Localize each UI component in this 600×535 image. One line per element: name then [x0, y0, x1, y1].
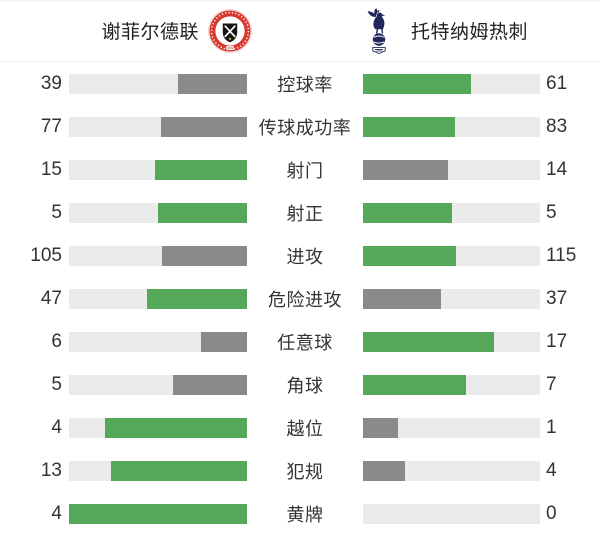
home-bar-fill — [104, 417, 247, 438]
stat-row-free-kicks: 6 任意球 17 — [0, 320, 600, 363]
home-bar-fill — [177, 73, 247, 94]
stat-row-pass-success-rate: 77 传球成功率 83 — [0, 105, 600, 148]
stat-row-shots-on-target: 5 射正 5 — [0, 191, 600, 234]
home-bar-fill — [200, 331, 247, 352]
home-team: 谢菲尔德联 1889 — [0, 0, 300, 61]
stat-row-possession: 39 控球率 61 — [0, 62, 600, 105]
home-value: 15 — [40, 158, 62, 180]
away-value: 7 — [546, 373, 557, 395]
away-bar-track — [363, 417, 540, 438]
stat-label: 越位 — [286, 418, 324, 439]
home-bar-track — [69, 245, 247, 266]
away-bar-track — [363, 73, 540, 94]
stat-row-shots: 15 射门 14 — [0, 148, 600, 191]
home-bar-track — [69, 417, 247, 438]
stat-label: 犯规 — [286, 461, 324, 482]
away-bar-fill — [363, 331, 494, 352]
home-team-name: 谢菲尔德联 — [101, 22, 199, 43]
away-team-name: 托特纳姆热刺 — [411, 22, 529, 43]
away-bar-fill — [363, 73, 471, 94]
away-bar-track — [363, 116, 540, 137]
home-bar-fill — [162, 245, 247, 266]
home-bar-track — [69, 288, 247, 309]
home-bar-track — [69, 503, 247, 524]
home-bar-fill — [147, 288, 247, 309]
tottenham-hotspur-crest-icon — [360, 7, 398, 54]
away-value: 37 — [546, 287, 568, 309]
home-value: 105 — [30, 244, 62, 266]
stat-label: 黄牌 — [286, 504, 324, 525]
away-bar-fill — [363, 288, 441, 309]
away-bar-fill — [363, 116, 455, 137]
stat-label: 危险进攻 — [268, 289, 342, 310]
stat-row-dangerous-attacks: 47 危险进攻 37 — [0, 277, 600, 320]
away-bar-fill — [363, 159, 449, 180]
away-bar-fill — [363, 460, 405, 481]
away-value: 4 — [546, 459, 557, 481]
home-value: 39 — [40, 72, 62, 94]
home-value: 4 — [51, 502, 62, 524]
stat-label: 射门 — [286, 160, 324, 181]
stat-label: 传球成功率 — [258, 117, 352, 138]
stat-label: 进攻 — [286, 246, 324, 267]
away-team: 托特纳姆热刺 — [300, 0, 600, 61]
away-bar-track — [363, 374, 540, 395]
home-value: 4 — [51, 416, 62, 438]
away-value: 17 — [546, 330, 568, 352]
home-bar-fill — [172, 374, 247, 395]
home-value: 13 — [40, 459, 62, 481]
away-bar-fill — [363, 374, 467, 395]
stat-row-attacks: 105 进攻 115 — [0, 234, 600, 277]
stat-label: 射正 — [286, 203, 324, 224]
away-value: 83 — [546, 115, 568, 137]
away-bar-track — [363, 245, 540, 266]
svg-text:1889: 1889 — [227, 46, 234, 50]
away-bar-fill — [363, 245, 456, 266]
away-value: 61 — [546, 72, 568, 94]
away-bar-track — [363, 331, 540, 352]
home-value: 5 — [51, 373, 62, 395]
away-bar-track — [363, 159, 540, 180]
home-bar-track — [69, 159, 247, 180]
home-bar-track — [69, 460, 247, 481]
away-value: 1 — [546, 416, 557, 438]
stat-row-fouls: 13 犯规 4 — [0, 449, 600, 492]
away-bar-fill — [363, 417, 399, 438]
away-value: 115 — [546, 244, 577, 266]
header: 谢菲尔德联 1889 — [0, 0, 600, 62]
home-bar-track — [69, 331, 247, 352]
home-value: 6 — [51, 330, 62, 352]
home-bar-track — [69, 202, 247, 223]
stat-label: 控球率 — [277, 74, 333, 95]
home-value: 47 — [40, 287, 62, 309]
home-bar-fill — [69, 503, 247, 524]
away-bar-track — [363, 503, 540, 524]
home-value: 77 — [40, 115, 62, 137]
stat-row-offsides: 4 越位 1 — [0, 406, 600, 449]
home-bar-track — [69, 374, 247, 395]
stat-label: 角球 — [286, 375, 324, 396]
home-bar-track — [69, 116, 247, 137]
stat-row-corners: 5 角球 7 — [0, 363, 600, 406]
home-bar-fill — [154, 159, 247, 180]
sheffield-united-crest-icon: 1889 — [208, 8, 252, 53]
away-value: 5 — [546, 201, 557, 223]
stats-list: 39 控球率 61 77 传球成功率 83 15 射门 14 5 射正 5 10… — [0, 62, 600, 535]
stat-row-yellow-cards: 4 黄牌 0 — [0, 492, 600, 535]
away-value: 0 — [546, 502, 557, 524]
home-bar-fill — [161, 116, 247, 137]
home-bar-fill — [158, 202, 247, 223]
away-bar-fill — [363, 202, 452, 223]
home-bar-track — [69, 73, 247, 94]
away-bar-track — [363, 460, 540, 481]
away-bar-track — [363, 202, 540, 223]
home-value: 5 — [51, 201, 62, 223]
away-bar-track — [363, 288, 540, 309]
stat-label: 任意球 — [277, 332, 333, 353]
home-bar-fill — [110, 460, 247, 481]
away-value: 14 — [546, 158, 568, 180]
